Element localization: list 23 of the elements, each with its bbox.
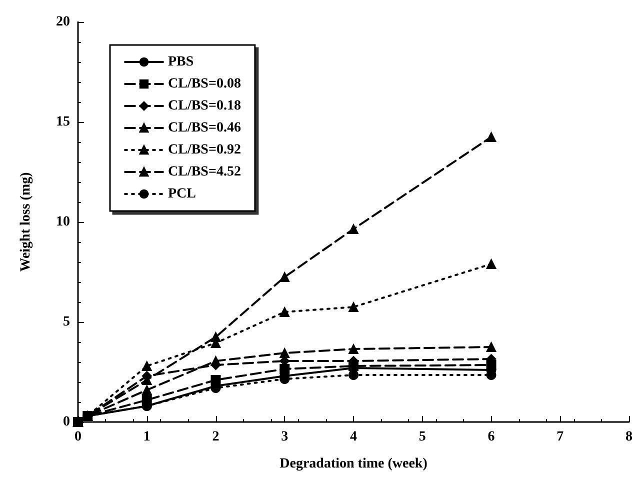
x-tick-label: 2	[212, 430, 220, 444]
x-tick-label: 7	[556, 430, 564, 444]
legend-label: CL/BS=0.92	[168, 142, 241, 158]
legend-label: CL/BS=0.18	[168, 98, 241, 114]
x-axis-title: Degradation time (week)	[280, 456, 428, 472]
x-tick-label: 1	[143, 430, 150, 444]
x-tick-label: 6	[488, 430, 495, 444]
y-tick-label: 15	[56, 114, 70, 130]
legend-label: PBS	[168, 54, 194, 70]
legend-label: CL/BS=0.08	[168, 76, 241, 92]
y-tick-label: 10	[56, 214, 70, 230]
y-tick-label: 0	[63, 414, 70, 430]
y-axis-title: Weight loss (mg)	[18, 172, 34, 272]
x-tick-label: 5	[418, 430, 426, 444]
x-tick-label: 4	[350, 430, 357, 444]
x-tick-label: 0	[74, 430, 82, 444]
y-tick-label: 20	[56, 14, 70, 30]
y-tick-label: 5	[63, 314, 70, 330]
legend-label: CL/BS=0.46	[168, 120, 241, 136]
legend-label: CL/BS=4.52	[168, 164, 241, 180]
x-tick-label: 8	[626, 430, 632, 444]
x-tick-label: 3	[281, 430, 288, 444]
legend-label: PCL	[168, 186, 196, 202]
